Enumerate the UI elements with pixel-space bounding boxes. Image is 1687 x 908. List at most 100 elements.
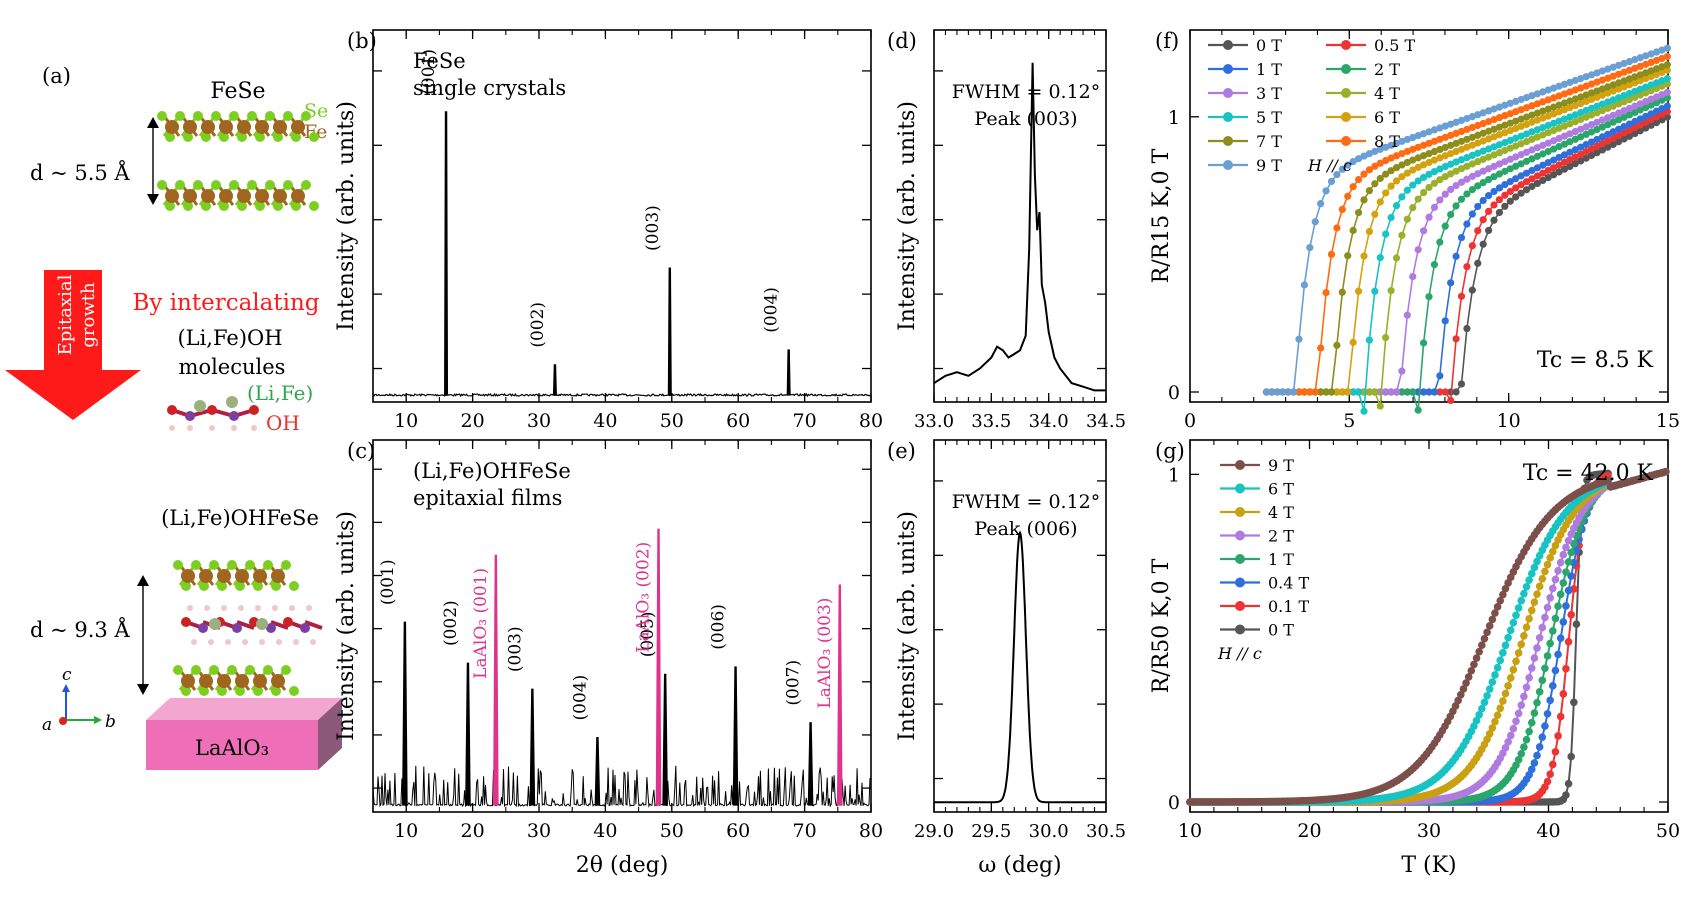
rt-data-point [1528,166,1536,175]
rt-data-point [1560,140,1569,148]
epitaxial-growth-arrow [5,270,141,420]
rt-data-point [1517,749,1526,758]
rt-data-point [1647,101,1655,109]
rt-data-point [1436,124,1444,132]
lifeoh-atom [207,405,217,415]
rt-data-point [1652,79,1661,87]
rt-data-point [1478,641,1486,650]
rt-data-point [1593,125,1601,134]
x-tick-label: 34.5 [1086,411,1126,432]
rt-data-point [1604,83,1612,91]
axis-a-dot [59,717,67,725]
rt-data-point [1501,129,1509,137]
rt-data-point [1582,141,1590,149]
rt-data-point [1560,115,1569,123]
x-axis-label: T (K) [1401,853,1456,878]
rt-data-point [1365,150,1374,158]
rt-data-point [1501,121,1509,129]
chart-f: (f) R/R15 K,0 T 0 5 10 15 0 1 0 T 0.5 T 1 T 2 T 3 T 4… [1149,29,1680,432]
rt-data-point [1512,717,1520,726]
se-atom [201,132,211,142]
rt-data-point [1501,689,1510,698]
rt-data-point [1376,159,1384,167]
x-tick-label: 30.5 [1086,821,1126,842]
rt-data-point [1544,159,1552,167]
xrd-peak [465,662,471,806]
rt-data-point [1436,135,1444,143]
rt-data-point [1582,148,1590,156]
rt-data-point [1430,261,1439,269]
arrow-text-epitaxial: Epitaxial [55,274,76,355]
rt-data-point [1642,112,1650,120]
rt-data-point [1322,187,1330,195]
rt-data-point [1360,196,1368,204]
laalo3-substrate [146,720,318,770]
rt-data-point [1447,396,1455,405]
rt-data-point [1484,226,1493,235]
rt-data-point [1587,121,1596,129]
rt-data-point [1539,150,1547,158]
legend-swatch-marker [1341,88,1351,98]
rt-data-point [1430,126,1439,134]
rt-data-point [1636,71,1644,79]
rt-data-point [1593,118,1601,126]
rt-data-point [1620,135,1628,143]
rt-data-point [1501,641,1510,650]
rt-data-point [1327,388,1336,396]
rt-data-point [1609,96,1617,104]
rt-data-point [1604,114,1612,122]
rt-data-point [1631,56,1639,64]
rt-data-point [1447,120,1455,128]
rt-data-point [1539,169,1547,177]
rt-data-point [1501,138,1509,147]
rt-data-point [1338,205,1346,214]
rt-data-point [1376,145,1384,153]
rt-data-point [1544,105,1552,113]
rt-data-point [1625,57,1634,66]
rt-data-point [1631,73,1639,81]
rt-data-point [1577,143,1585,151]
rt-data-point [1546,770,1554,778]
rt-data-point [1295,335,1303,343]
rt-data-point [1392,152,1401,160]
rt-data-point [1636,121,1644,129]
rt-data-point [1544,86,1552,94]
rt-data-point [1382,143,1390,151]
panel-letter: (g) [1155,439,1185,463]
rt-data-point [1333,170,1341,179]
rt-data-point [1549,156,1558,164]
legend-swatch-marker [1341,112,1351,122]
rt-data-point [1522,735,1531,744]
h-atom [191,639,197,645]
rt-data-point [1365,166,1374,174]
x-tick-label: 30 [1417,820,1441,842]
rt-data-point [1344,252,1352,260]
rt-data-point [1582,123,1590,131]
d-spacing-bottom-label: d ~ 9.3 Å [30,617,130,642]
fe-atom [253,674,267,688]
chart-title-line: single crystals [413,76,566,100]
rt-data-point [1544,96,1552,104]
rt-data-point [1620,129,1628,137]
rt-data-point [1549,547,1557,556]
rt-data-point [1543,560,1552,569]
rt-data-point [1530,598,1539,606]
chart-b: (b) FeSe single crystals Intensity (arb. un… [334,29,883,432]
rt-data-point [1474,182,1482,190]
legend-swatch-marker [1235,601,1245,611]
rt-data-point [1652,99,1661,107]
rt-data-point [1564,637,1573,646]
rt-data-point [1468,133,1476,141]
rt-data-point [1463,143,1471,151]
rt-data-point [1268,388,1276,396]
rt-data-point [1652,65,1661,73]
rt-data-point [1551,541,1560,550]
rt-data-point [1549,110,1558,118]
se-atom [301,180,311,190]
x-tick-label: 29.5 [971,821,1011,842]
rt-data-point [1658,91,1666,99]
rt-data-point [1615,116,1623,124]
rt-data-point [1566,88,1574,96]
rt-data-point [1387,182,1395,190]
rt-data-point [1506,626,1515,635]
